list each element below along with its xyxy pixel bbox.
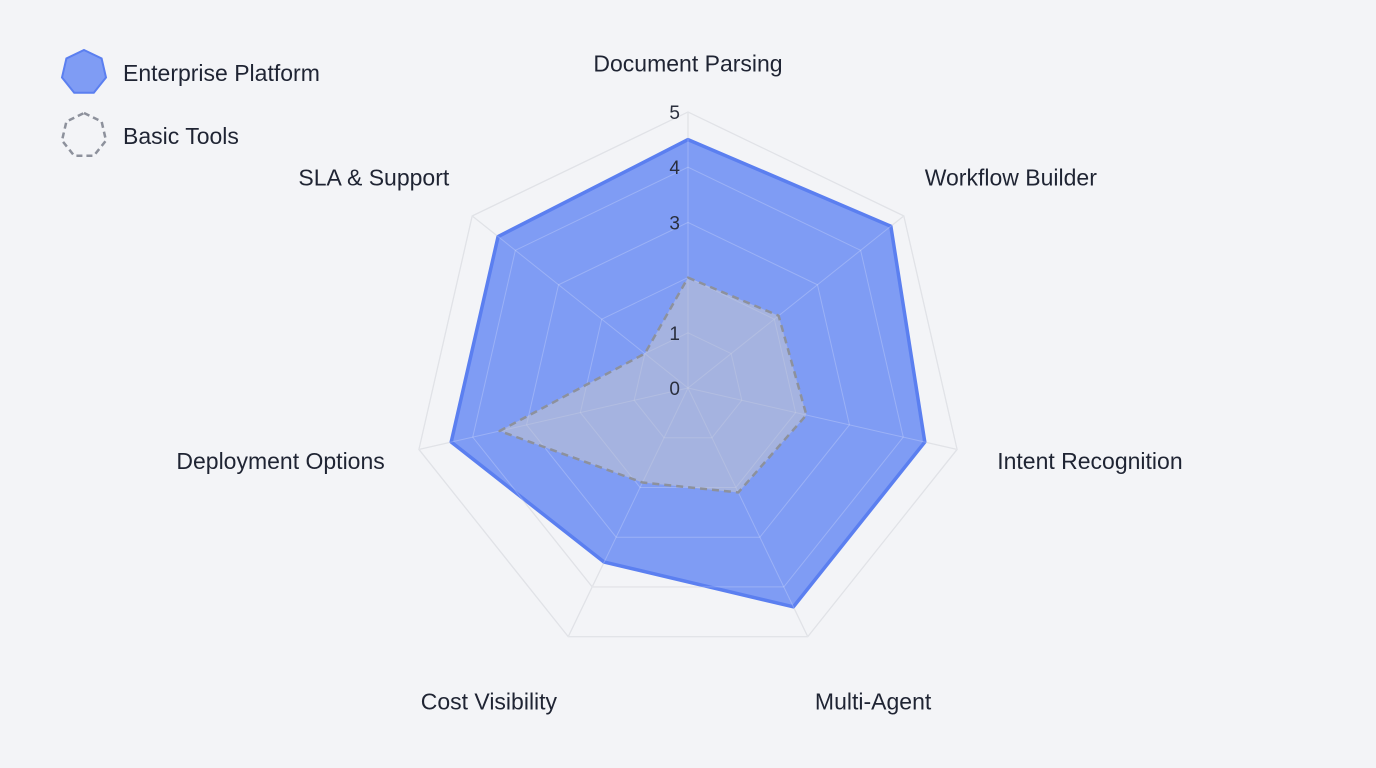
tick-label-5: 5 [669,103,680,124]
axis-label-multi-agent: Multi-Agent [815,689,932,715]
legend-label-basic: Basic Tools [123,122,239,149]
legend: Enterprise Platform Basic Tools [58,48,320,174]
legend-item-basic: Basic Tools [58,111,320,161]
grid-ring-5 [418,111,958,638]
legend-item-enterprise: Enterprise Platform [58,48,320,98]
axis-label-deployment-options: Deployment Options [176,448,384,474]
axis-label-document-parsing: Document Parsing [593,50,782,76]
axis-label-intent-recognition: Intent Recognition [997,448,1182,474]
tick-label-4: 4 [669,158,680,179]
tick-label-0: 0 [669,379,680,400]
axis-label-workflow-builder: Workflow Builder [925,165,1097,191]
axis-label-sla-support: SLA & Support [298,165,449,191]
legend-label-enterprise: Enterprise Platform [123,59,320,86]
tick-label-1: 1 [669,324,680,345]
grid-ring-overlay-4 [472,166,904,588]
series-polygon-basic-tools [498,276,808,494]
grid-ring-overlay-3 [526,221,850,538]
legend-heptagon-solid-icon [60,48,108,94]
grid-ring-overlay-5 [418,111,958,638]
axis-label-cost-visibility: Cost Visibility [421,689,558,715]
tick-label-3: 3 [669,213,680,234]
legend-heptagon-dashed-icon [60,111,108,158]
